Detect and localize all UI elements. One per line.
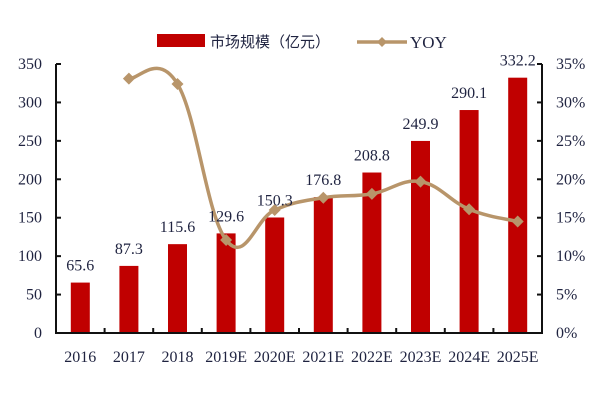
x-axis-label: 2021E — [302, 349, 344, 366]
right-axis-label: 25% — [556, 133, 585, 150]
right-axis-label: 0% — [556, 325, 577, 342]
legend-line-label: YOY — [410, 33, 447, 52]
legend-bar-swatch-icon — [157, 34, 205, 47]
diamond-marker-icon — [365, 187, 378, 200]
left-axis-label: 300 — [18, 94, 42, 111]
bar-2020E — [265, 217, 285, 333]
right-axis-label: 10% — [556, 248, 585, 265]
bar-2016 — [70, 282, 90, 333]
diamond-marker-icon — [414, 175, 427, 188]
diamond-marker-icon — [171, 77, 184, 90]
bar-value-label: 65.6 — [66, 258, 94, 275]
bar-2023E — [411, 140, 430, 333]
left-axis-label: 0 — [34, 325, 42, 342]
x-axis-label: 2025E — [497, 349, 539, 366]
bar-value-label: 208.8 — [354, 148, 390, 165]
x-axis-label: 2022E — [351, 349, 393, 366]
left-axis-label: 50 — [26, 287, 42, 304]
diamond-marker-icon — [220, 234, 233, 247]
right-axis-label: 15% — [556, 210, 585, 227]
right-axis-label: 30% — [556, 94, 585, 111]
diamond-marker-icon — [268, 204, 281, 217]
axes — [55, 63, 543, 334]
bar-value-label: 332.2 — [500, 53, 536, 70]
right-axis-label: 35% — [556, 56, 585, 73]
bar-value-label: 129.6 — [208, 208, 244, 225]
bar-value-label: 87.3 — [115, 241, 143, 258]
left-axis-label: 100 — [18, 248, 42, 265]
x-axis-label: 2024E — [448, 349, 490, 366]
x-axis-label: 2016 — [64, 349, 96, 366]
bar-value-label: 249.9 — [403, 116, 439, 133]
x-axis-label: 2018 — [162, 349, 194, 366]
bar-2018 — [168, 244, 187, 333]
bar-value-label: 290.1 — [451, 85, 487, 102]
line-series-yoy — [122, 66, 524, 250]
left-axis-label: 350 — [18, 56, 42, 73]
bar-2024E — [459, 110, 479, 333]
legend-diamond-icon — [377, 37, 387, 47]
diamond-marker-icon — [463, 203, 476, 216]
bar-value-label: 115.6 — [160, 219, 195, 236]
bar-2025E — [508, 77, 528, 333]
legend-bar-label: 市场规模（亿元） — [210, 33, 330, 51]
bar-value-label: 150.3 — [257, 192, 293, 209]
bar-2017 — [119, 265, 139, 333]
left-axis-label: 150 — [18, 210, 42, 227]
right-axis-label: 20% — [556, 171, 585, 188]
x-axis-label: 2017 — [113, 349, 145, 366]
bar-2022E — [362, 172, 382, 333]
diamond-marker-icon — [122, 72, 135, 85]
x-axis-label: 2020E — [254, 349, 296, 366]
diamond-marker-icon — [317, 191, 330, 204]
x-axis-label: 2023E — [400, 349, 442, 366]
diamond-marker-icon — [511, 215, 524, 228]
right-axis-label: 5% — [556, 287, 577, 304]
bar-series — [70, 77, 528, 333]
bar-value-label: 176.8 — [305, 172, 341, 189]
bar-2019E — [216, 233, 236, 333]
left-axis-label: 200 — [18, 171, 42, 188]
x-axis-label: 2019E — [205, 349, 247, 366]
yoy-line — [127, 66, 520, 250]
legend: 市场规模（亿元） YOY — [157, 33, 447, 52]
left-axis-label: 250 — [18, 133, 42, 150]
bar-2021E — [313, 197, 333, 333]
